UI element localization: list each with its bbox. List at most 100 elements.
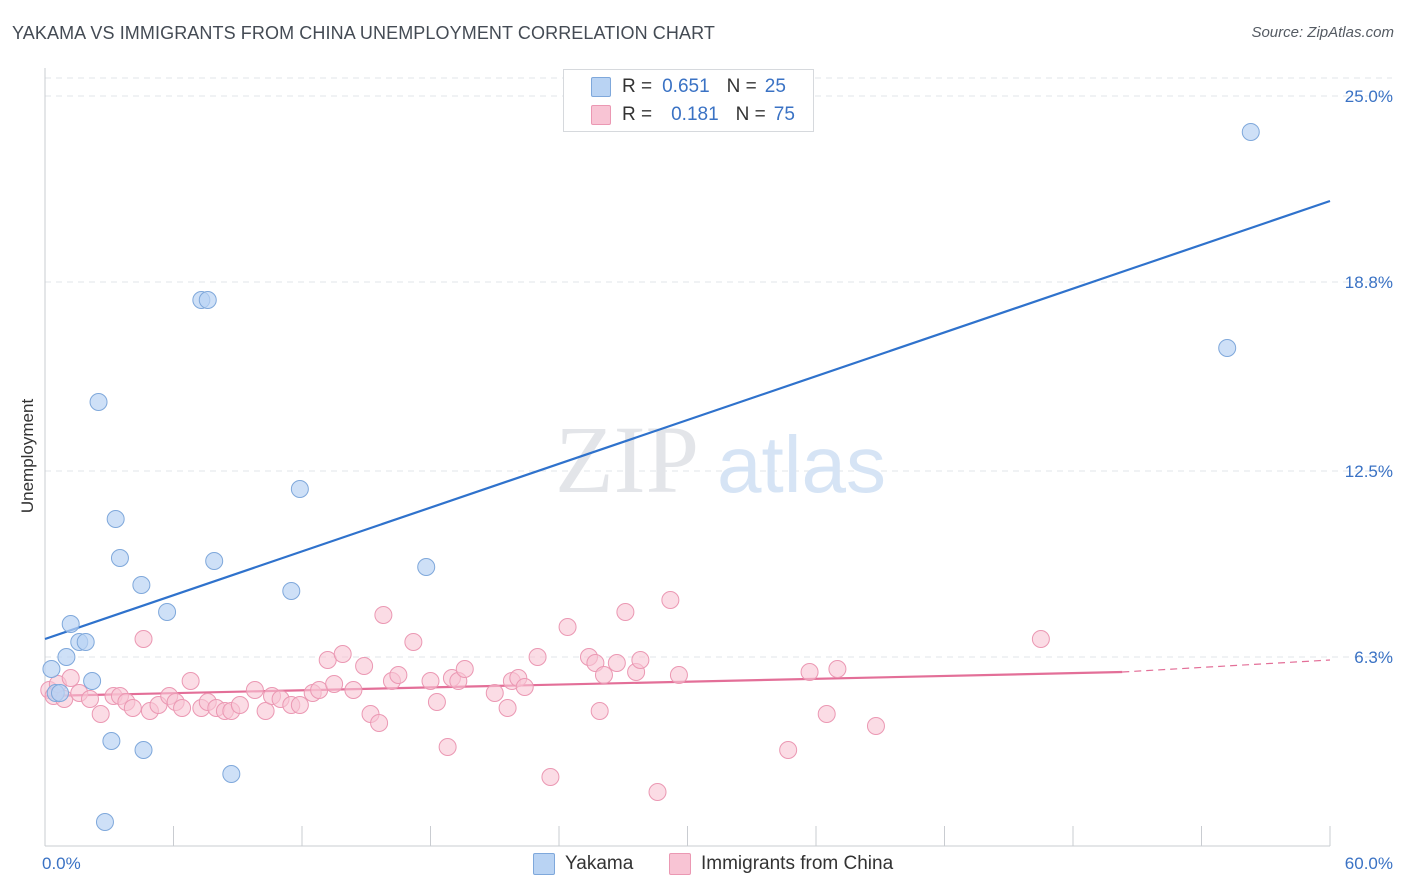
china-r-value: 0.181 xyxy=(671,104,719,125)
y-tick-label: 12.5% xyxy=(1345,462,1393,481)
yakama-legend-label: Yakama xyxy=(565,853,634,874)
china-point xyxy=(230,696,249,714)
china-swatch xyxy=(669,853,691,875)
y-tick-label: 18.8% xyxy=(1345,273,1393,292)
china-point xyxy=(528,648,547,666)
china-point xyxy=(181,672,200,690)
china-trend-line xyxy=(44,670,1123,698)
china-point xyxy=(515,678,534,696)
tick-labels: 6.3% 12.5% 18.8% 25.0% 0.0% 60.0% xyxy=(42,87,1393,873)
yakama-point xyxy=(134,741,153,759)
yakama-point xyxy=(198,291,217,309)
china-point xyxy=(648,783,667,801)
yakama-point xyxy=(50,684,69,702)
watermark: ZIP atlas xyxy=(555,406,886,513)
china-point xyxy=(1031,630,1050,648)
stats-legend: R = 0.651 N = 25 R = 0.181 N = 75 xyxy=(563,69,814,132)
china-legend-swatch xyxy=(591,105,611,125)
yakama-point xyxy=(1218,339,1237,357)
china-point xyxy=(325,675,344,693)
china-point xyxy=(485,684,504,702)
china-point xyxy=(318,651,337,669)
china-point xyxy=(558,618,577,636)
china-point xyxy=(370,714,389,732)
china-point xyxy=(779,741,798,759)
y-tick-label: 25.0% xyxy=(1345,87,1393,106)
china-point xyxy=(91,705,110,723)
china-point xyxy=(590,702,609,720)
china-point xyxy=(61,669,80,687)
china-point xyxy=(256,702,275,720)
legend-item-china: Immigrants from China xyxy=(669,851,893,877)
china-point xyxy=(134,630,153,648)
yakama-point xyxy=(205,552,224,570)
yakama-point xyxy=(42,660,61,678)
y-axis-label: Unemployment xyxy=(18,399,37,514)
axes xyxy=(44,68,1331,847)
legend-item-yakama: Yakama xyxy=(533,851,633,877)
chart-title: YAKAMA VS IMMIGRANTS FROM CHINA UNEMPLOY… xyxy=(12,23,715,43)
x-tick-label-min: 0.0% xyxy=(42,854,81,873)
china-point xyxy=(438,738,457,756)
china-legend-label: Immigrants from China xyxy=(701,853,894,874)
china-point xyxy=(310,681,329,699)
china-point xyxy=(817,705,836,723)
china-point xyxy=(669,666,688,684)
yakama-point xyxy=(110,549,129,567)
yakama-swatch xyxy=(533,853,555,875)
china-point xyxy=(290,696,309,714)
trend-lines xyxy=(44,199,1331,698)
china-point xyxy=(828,660,847,678)
yakama-legend-swatch xyxy=(591,77,611,97)
y-tick-label: 6.3% xyxy=(1354,648,1393,667)
china-point xyxy=(245,681,264,699)
china-point xyxy=(866,717,885,735)
yakama-point xyxy=(61,615,80,633)
yakama-point xyxy=(222,765,241,783)
source-label: Source: ZipAtlas.com xyxy=(1251,24,1394,41)
yakama-point xyxy=(76,633,95,651)
yakama-point xyxy=(102,732,121,750)
yakama-point xyxy=(89,393,108,411)
china-point xyxy=(173,699,192,717)
china-point xyxy=(123,699,142,717)
china-point xyxy=(594,666,613,684)
yakama-point xyxy=(158,603,177,621)
china-trend-extension xyxy=(1122,659,1331,673)
china-point xyxy=(355,657,374,675)
china-point xyxy=(389,666,408,684)
china-point xyxy=(541,768,560,786)
r-label: R = xyxy=(622,104,653,125)
yakama-point xyxy=(282,582,301,600)
n-label: N = xyxy=(735,104,766,125)
yakama-r-value: 0.651 xyxy=(662,76,710,97)
china-point xyxy=(344,681,363,699)
yakama-stats-row: R = 0.651 N = 25 xyxy=(622,75,786,99)
data-points xyxy=(40,123,1260,831)
china-point xyxy=(80,690,99,708)
yakama-trend-line xyxy=(44,199,1331,641)
yakama-point xyxy=(132,576,151,594)
yakama-point xyxy=(290,480,309,498)
x-tick-label-max: 60.0% xyxy=(1345,854,1393,873)
yakama-point xyxy=(106,510,125,528)
china-point xyxy=(800,663,819,681)
china-point xyxy=(333,645,352,663)
china-point xyxy=(631,651,650,669)
china-point xyxy=(455,660,474,678)
yakama-point xyxy=(95,813,114,831)
watermark-atlas: atlas xyxy=(717,420,886,509)
yakama-point xyxy=(83,672,102,690)
china-point xyxy=(661,591,680,609)
china-point xyxy=(616,603,635,621)
china-stats-row: R = 0.181 N = 75 xyxy=(622,103,795,127)
n-label: N = xyxy=(726,76,757,97)
watermark-zip: ZIP xyxy=(555,406,699,513)
yakama-n-value: 25 xyxy=(764,76,786,97)
r-label: R = xyxy=(622,76,653,97)
yakama-point xyxy=(1241,123,1260,141)
china-point xyxy=(607,654,626,672)
china-point xyxy=(404,633,423,651)
yakama-point xyxy=(417,558,436,576)
